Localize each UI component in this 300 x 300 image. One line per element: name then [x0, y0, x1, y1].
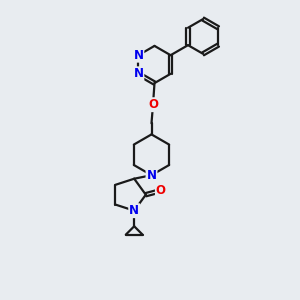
Text: N: N [146, 169, 157, 182]
Text: O: O [156, 184, 166, 197]
Text: N: N [129, 204, 139, 217]
Text: N: N [134, 67, 143, 80]
Text: O: O [148, 98, 158, 111]
Text: N: N [134, 49, 143, 62]
